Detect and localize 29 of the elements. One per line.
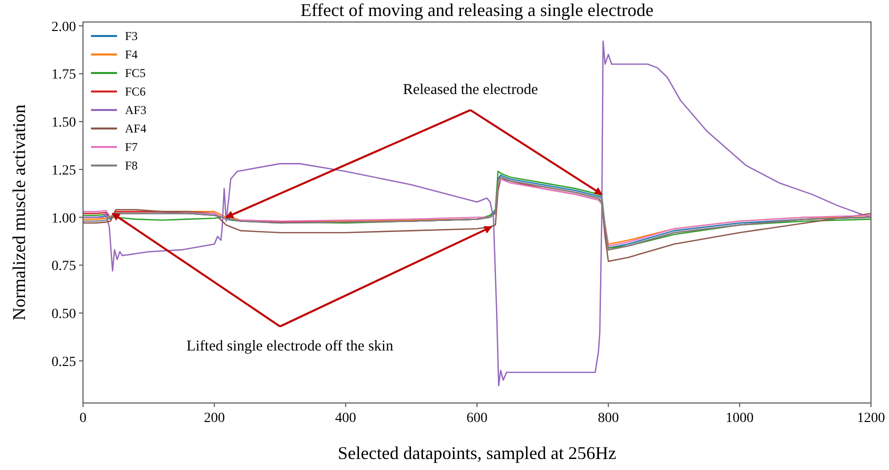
line-series: [82, 40, 872, 386]
legend-label: FC5: [125, 66, 146, 80]
x-tick-label: 600: [466, 411, 488, 426]
y-tick-label: 1.25: [52, 163, 76, 178]
y-tick-label: 1.00: [52, 211, 76, 226]
y-tick-label: 0.25: [52, 354, 76, 370]
x-tick-label: 0: [80, 411, 86, 426]
x-tick-label: 200: [204, 411, 225, 426]
x-axis-title: Selected datapoints, sampled at 256Hz: [338, 443, 616, 463]
annotation: Lifted single electrode off the skin: [186, 338, 394, 355]
x-tick-label: 400: [335, 411, 356, 426]
y-tick-label: 2.00: [52, 20, 76, 35]
legend-label: F3: [125, 29, 138, 43]
legend-label: F4: [125, 48, 138, 62]
legend-label: AF3: [125, 103, 146, 117]
x-tick-label: 1200: [857, 411, 885, 426]
legend-label: F7: [125, 140, 138, 154]
y-tick-label: 0.75: [52, 259, 76, 274]
y-tick-label: 1.75: [52, 68, 76, 83]
y-tick-label: 1.50: [52, 116, 76, 131]
legend-label: F8: [125, 158, 138, 172]
annotation: Released the electrode: [402, 82, 538, 98]
y-axis-title: Normalized muscle activation: [9, 104, 29, 320]
legend-label: FC6: [125, 84, 146, 98]
legend-label: AF4: [125, 122, 146, 136]
x-tick-label: 800: [598, 411, 619, 426]
y-tick-label: 0.50: [52, 307, 76, 322]
x-tick-label: 1000: [726, 411, 754, 426]
chart-title: Effect of moving and releasing a single electrode: [300, 0, 654, 20]
